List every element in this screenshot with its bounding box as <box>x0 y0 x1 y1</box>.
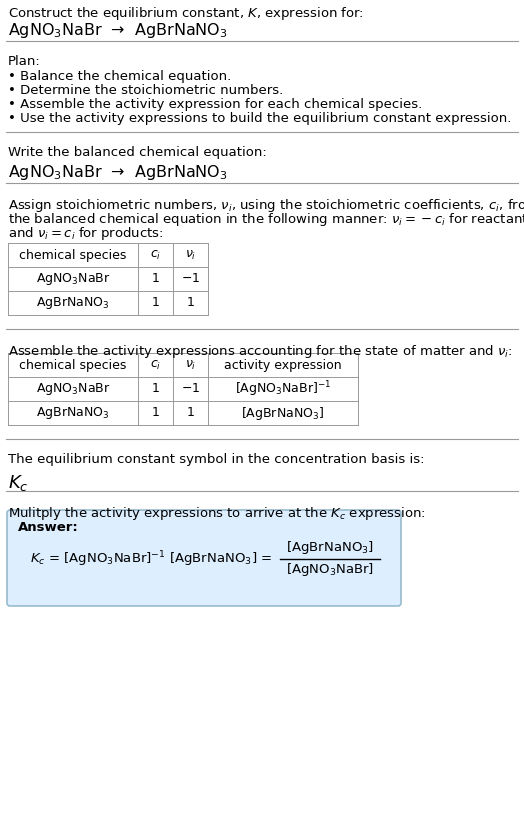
Text: $K_c$: $K_c$ <box>8 473 29 493</box>
Text: AgNO$_3$NaBr: AgNO$_3$NaBr <box>36 381 110 397</box>
Text: AgNO$_3$NaBr  →  AgBrNaNO$_3$: AgNO$_3$NaBr → AgBrNaNO$_3$ <box>8 163 228 182</box>
FancyBboxPatch shape <box>7 510 401 606</box>
Text: Construct the equilibrium constant, $K$, expression for:: Construct the equilibrium constant, $K$,… <box>8 5 364 22</box>
Text: Assign stoichiometric numbers, $\nu_i$, using the stoichiometric coefficients, $: Assign stoichiometric numbers, $\nu_i$, … <box>8 197 524 214</box>
Text: [AgNO$_3$NaBr]: [AgNO$_3$NaBr] <box>286 562 374 578</box>
Text: 1: 1 <box>151 296 159 309</box>
Text: Answer:: Answer: <box>18 521 79 534</box>
Text: $-1$: $-1$ <box>181 383 200 395</box>
Text: 1: 1 <box>151 272 159 285</box>
Text: the balanced chemical equation in the following manner: $\nu_i = -c_i$ for react: the balanced chemical equation in the fo… <box>8 211 524 228</box>
Text: 1: 1 <box>151 407 159 419</box>
Text: 1: 1 <box>187 296 194 309</box>
Text: [AgBrNaNO$_3$]: [AgBrNaNO$_3$] <box>286 540 374 557</box>
Text: activity expression: activity expression <box>224 359 342 371</box>
Text: $c_i$: $c_i$ <box>150 358 161 371</box>
Text: 1: 1 <box>187 407 194 419</box>
Text: $K_c$ = [AgNO$_3$NaBr]$^{-1}$ [AgBrNaNO$_3$] =: $K_c$ = [AgNO$_3$NaBr]$^{-1}$ [AgBrNaNO$… <box>30 549 272 568</box>
Text: AgBrNaNO$_3$: AgBrNaNO$_3$ <box>36 405 110 421</box>
Text: $-1$: $-1$ <box>181 272 200 285</box>
Text: $\nu_i$: $\nu_i$ <box>185 248 196 262</box>
Text: AgNO$_3$NaBr  →  AgBrNaNO$_3$: AgNO$_3$NaBr → AgBrNaNO$_3$ <box>8 21 228 40</box>
Text: Mulitply the activity expressions to arrive at the $K_c$ expression:: Mulitply the activity expressions to arr… <box>8 505 426 522</box>
Text: and $\nu_i = c_i$ for products:: and $\nu_i = c_i$ for products: <box>8 225 163 242</box>
Text: AgBrNaNO$_3$: AgBrNaNO$_3$ <box>36 295 110 311</box>
Text: • Balance the chemical equation.: • Balance the chemical equation. <box>8 70 231 83</box>
Text: AgNO$_3$NaBr: AgNO$_3$NaBr <box>36 271 110 287</box>
Text: [AgNO$_3$NaBr]$^{-1}$: [AgNO$_3$NaBr]$^{-1}$ <box>235 380 331 398</box>
Text: • Determine the stoichiometric numbers.: • Determine the stoichiometric numbers. <box>8 84 283 97</box>
Text: $c_i$: $c_i$ <box>150 248 161 262</box>
Text: The equilibrium constant symbol in the concentration basis is:: The equilibrium constant symbol in the c… <box>8 453 424 466</box>
Text: • Use the activity expressions to build the equilibrium constant expression.: • Use the activity expressions to build … <box>8 112 511 125</box>
Text: $\nu_i$: $\nu_i$ <box>185 358 196 371</box>
Text: • Assemble the activity expression for each chemical species.: • Assemble the activity expression for e… <box>8 98 422 111</box>
Text: Write the balanced chemical equation:: Write the balanced chemical equation: <box>8 146 267 159</box>
Text: 1: 1 <box>151 383 159 395</box>
Text: [AgBrNaNO$_3$]: [AgBrNaNO$_3$] <box>242 404 324 422</box>
Text: chemical species: chemical species <box>19 359 127 371</box>
Text: chemical species: chemical species <box>19 248 127 262</box>
Text: Assemble the activity expressions accounting for the state of matter and $\nu_i$: Assemble the activity expressions accoun… <box>8 343 512 360</box>
Text: Plan:: Plan: <box>8 55 41 68</box>
